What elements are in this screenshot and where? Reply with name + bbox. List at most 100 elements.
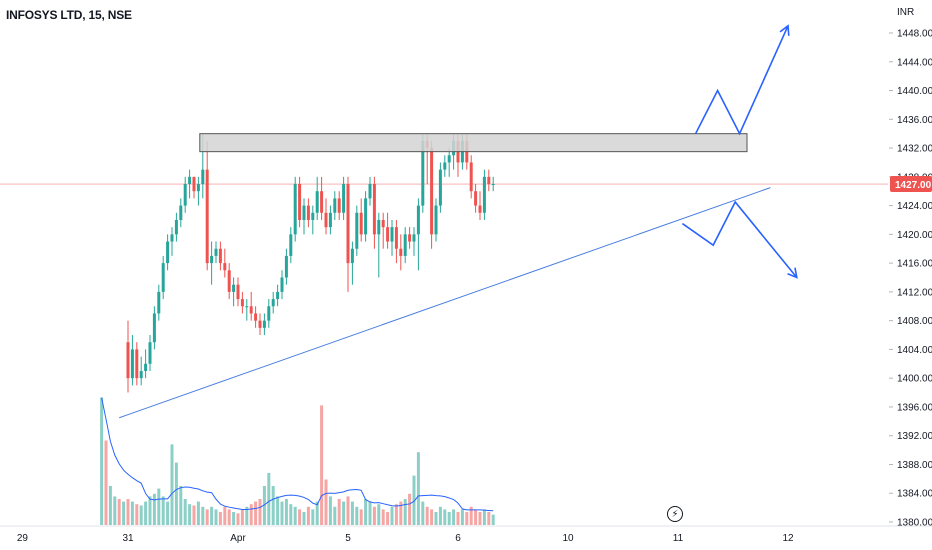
volume-bar xyxy=(280,501,284,525)
volume-bar xyxy=(447,512,451,525)
volume-bar xyxy=(240,509,244,525)
volume-bar xyxy=(478,512,482,525)
volume-bar xyxy=(289,504,293,525)
candle-body xyxy=(148,342,152,364)
volume-bar xyxy=(179,486,183,525)
candle-body xyxy=(403,234,407,256)
volume-bar xyxy=(108,486,112,525)
candle-body xyxy=(214,248,218,256)
candle-body xyxy=(135,349,139,379)
volume-bar xyxy=(421,501,425,525)
volume-bar xyxy=(443,509,447,525)
volume-bar xyxy=(232,512,236,525)
candle-body xyxy=(267,306,271,321)
candle-body xyxy=(302,205,306,220)
volume-bar xyxy=(236,513,240,525)
candle-body xyxy=(491,184,495,186)
candle-body xyxy=(161,263,165,292)
x-tick-label: 29 xyxy=(17,533,29,544)
volume-bar xyxy=(412,475,416,525)
candle-body xyxy=(386,227,390,242)
candle-body xyxy=(192,176,196,192)
y-tick-label: 1420.00 xyxy=(897,230,932,241)
volume-ma-line xyxy=(101,397,494,512)
volume-bar xyxy=(174,462,178,525)
y-tick-label: 1408.00 xyxy=(897,316,932,327)
candle-body xyxy=(469,162,473,192)
candle-body xyxy=(350,248,354,264)
y-tick-label: 1400.00 xyxy=(897,374,932,385)
volume-bar xyxy=(170,444,174,525)
bullish-arrow xyxy=(694,25,789,136)
replay-button[interactable]: ⚡ xyxy=(667,506,683,522)
volume-bar xyxy=(100,397,104,525)
bearish-arrow-head xyxy=(787,267,798,279)
volume-bar xyxy=(333,506,337,525)
volume-bar xyxy=(460,509,464,525)
candle-body xyxy=(179,205,183,220)
annotation-layer xyxy=(199,24,798,279)
x-tick-label: 6 xyxy=(455,533,461,544)
x-tick-label: 31 xyxy=(122,533,134,544)
candle-body xyxy=(434,205,438,235)
candle-body xyxy=(372,184,376,235)
volume-bar xyxy=(456,512,460,525)
candle-body xyxy=(130,349,134,379)
y-tick-label: 1436.00 xyxy=(897,115,932,126)
candle-body xyxy=(416,205,420,235)
candle-body xyxy=(315,191,319,213)
volume-bar xyxy=(262,486,266,525)
candle-body xyxy=(174,219,178,235)
candle-body xyxy=(262,320,266,328)
volume-bar xyxy=(342,501,346,525)
volume-bar xyxy=(491,514,495,525)
volume-bar xyxy=(315,501,319,525)
candle-body xyxy=(152,313,156,343)
volume-bar xyxy=(117,499,121,525)
candles-layer xyxy=(126,133,495,393)
candle-body xyxy=(201,169,205,185)
y-tick-label: 1432.00 xyxy=(897,144,932,155)
candle-body xyxy=(408,234,412,242)
candle-body xyxy=(210,255,214,264)
candle-body xyxy=(478,205,482,213)
candle-body xyxy=(254,313,258,321)
trendline-layer xyxy=(0,183,888,419)
candle-body xyxy=(342,184,346,213)
ascending-trendline xyxy=(119,187,771,419)
volume-bar xyxy=(276,496,280,525)
candle-body xyxy=(421,140,425,206)
candle-body xyxy=(443,162,447,170)
candle-body xyxy=(377,219,381,235)
candle-body xyxy=(430,148,434,235)
volume-bar xyxy=(152,493,156,525)
volume-bar xyxy=(416,452,420,525)
volume-bar xyxy=(271,486,275,525)
candle-body xyxy=(188,176,192,185)
volume-bar xyxy=(166,501,170,525)
candle-body xyxy=(337,198,341,213)
volume-bar xyxy=(364,499,368,525)
candle-body xyxy=(240,299,244,307)
volume-bar xyxy=(359,509,363,525)
volume-bar xyxy=(434,512,438,525)
volume-bar xyxy=(267,473,271,525)
candle-body xyxy=(320,191,324,213)
volume-bar xyxy=(298,509,302,525)
candle-body xyxy=(311,212,315,220)
volume-bar xyxy=(161,496,165,525)
volume-bar xyxy=(293,506,297,525)
candle-body xyxy=(394,227,398,249)
y-tick-label: 1384.00 xyxy=(897,489,932,500)
y-tick-label: 1424.00 xyxy=(897,201,932,212)
volume-bar xyxy=(337,499,341,525)
candle-body xyxy=(218,248,222,264)
resistance-zone xyxy=(199,133,748,153)
volume-bar xyxy=(227,509,231,525)
volume-bar xyxy=(196,501,200,525)
candle-body xyxy=(474,191,478,206)
candle-body xyxy=(205,169,209,264)
volume-bar xyxy=(113,496,117,525)
volume-bar xyxy=(324,479,328,525)
